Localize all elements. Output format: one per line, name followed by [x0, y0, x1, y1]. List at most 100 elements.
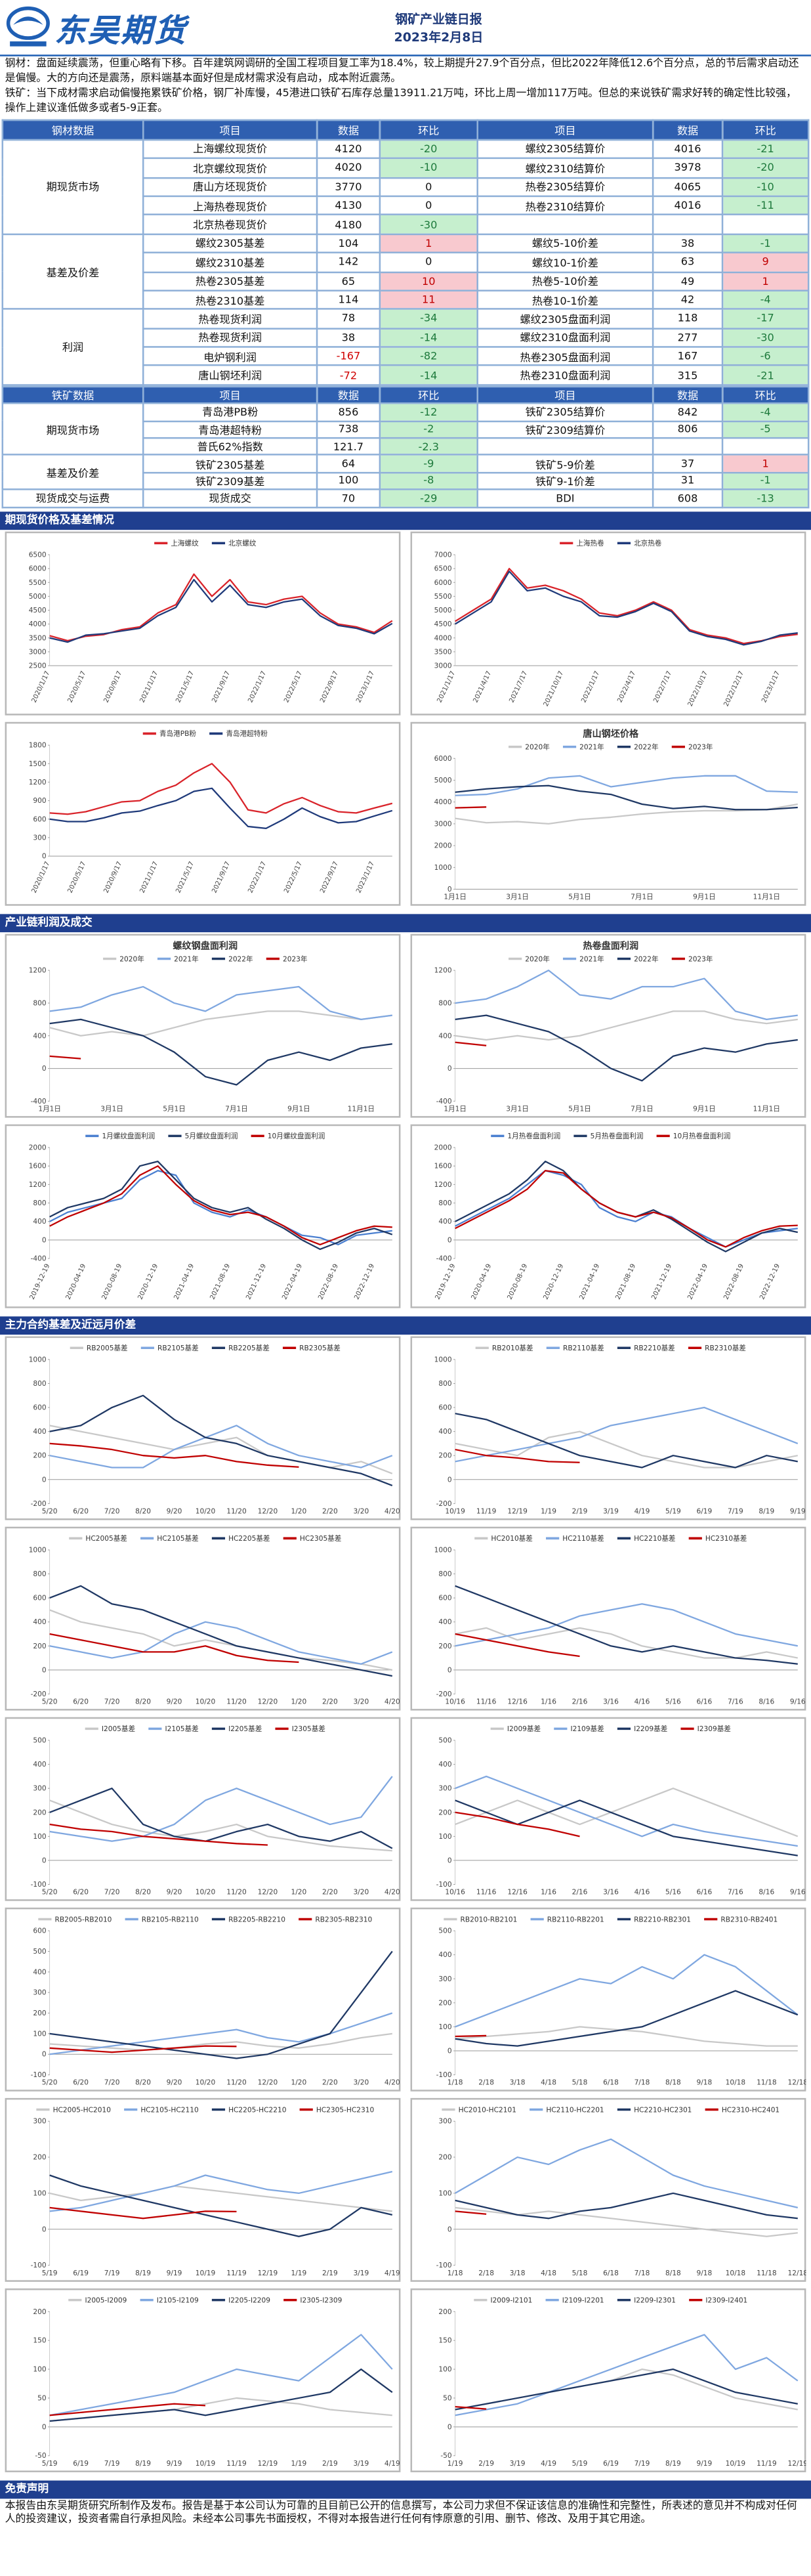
value-cell — [652, 214, 724, 235]
value-cell: 4016 — [652, 195, 724, 216]
y-tick-label: 2500 — [29, 662, 47, 670]
legend-label: 10月螺纹盘面利润 — [268, 1132, 325, 1140]
legend-item: 2023年 — [671, 743, 713, 752]
legend-label: 2020年 — [119, 955, 144, 963]
legend-label: RB2010-RB2101 — [461, 1916, 518, 1923]
x-tick-label: 2020-04-19 — [65, 1263, 88, 1301]
x-tick-label: 12/18 — [788, 2079, 806, 2087]
chart-panel: HC2010基差 HC2110基差 HC2210基差 HC2310基差 -200 0 200… — [410, 1526, 806, 1711]
series-line — [455, 970, 798, 1021]
chart-panel: RB2005-RB2010 RB2105-RB2110 RB2205-RB2210 R… — [5, 1908, 401, 2092]
y-tick-label: 400 — [33, 1618, 46, 1626]
legend-item: I2105-I2109 — [140, 2297, 199, 2305]
chart-panel: 唐山钢坯价格 2020年 2021年 2022年 2023年 0 1000 2000 3000 4… — [410, 721, 806, 906]
item-cell: 北京螺纹现货价 — [142, 157, 318, 179]
y-tick-label: 100 — [438, 2023, 451, 2031]
x-tick-label: 8/20 — [135, 2079, 151, 2087]
legend-label: I2005基差 — [102, 1725, 135, 1733]
legend-item: 北京热卷 — [617, 539, 662, 547]
item-cell: 铁矿2309结算价 — [476, 419, 654, 439]
legend-label: 上海螺纹 — [171, 539, 199, 547]
series-line — [49, 2334, 393, 2416]
item-cell: 铁矿9-1价差 — [476, 471, 654, 491]
change-cell: 1 — [721, 270, 810, 291]
y-tick-label: 300 — [33, 1785, 46, 1793]
series-line — [49, 1776, 393, 1842]
y-tick-label: 1000 — [434, 864, 452, 872]
group-label: 期现货市场 — [1, 402, 144, 456]
change-cell — [721, 214, 810, 235]
value-cell: 608 — [652, 488, 724, 508]
legend-label: HC2205-HC2210 — [228, 2107, 287, 2114]
x-tick-label: 8/19 — [759, 1508, 774, 1516]
item-cell: 青岛港超特粉 — [142, 419, 318, 439]
y-tick-label: 0 — [447, 886, 452, 893]
legend-label: RB2310-RB2401 — [720, 1916, 778, 1923]
x-tick-label: 4/19 — [541, 2460, 556, 2468]
change-cell: 1 — [721, 454, 810, 473]
y-tick-label: 6500 — [29, 551, 47, 559]
legend-label: HC2305基差 — [300, 1534, 341, 1543]
value-cell — [652, 437, 724, 456]
y-tick-label: 50 — [443, 2395, 452, 2403]
y-tick-label: 200 — [438, 2000, 451, 2007]
y-tick-label: 1200 — [29, 779, 47, 786]
legend-label: HC2005基差 — [85, 1534, 127, 1543]
series-line — [49, 1170, 392, 1246]
series-line — [455, 1811, 580, 1837]
x-tick-label: 3/19 — [603, 1508, 619, 1516]
x-tick-label: 8/18 — [665, 2079, 681, 2087]
y-tick-label: 300 — [33, 1989, 46, 1997]
x-tick-label: 6/19 — [73, 2269, 89, 2277]
table-row: 热卷2310基差 114 11 热卷10-1价差 42 -4 — [3, 290, 810, 311]
x-tick-label: 4/20 — [385, 2079, 400, 2087]
value-cell: -167 — [316, 346, 381, 367]
x-tick-label: 5/19 — [665, 1508, 681, 1516]
x-tick-label: 2022/9/17 — [319, 861, 340, 894]
y-tick-label: 200 — [33, 2154, 46, 2162]
change-cell — [721, 437, 810, 456]
legend-label: 1月螺纹盘面利润 — [102, 1132, 155, 1140]
legend-label: 2022年 — [228, 955, 253, 963]
series-line — [49, 1425, 393, 1469]
legend-label: 2022年 — [634, 743, 659, 752]
table-row: 基差及价差 铁矿2305基差 64 -9 铁矿5-9价差 37 1 — [1, 454, 810, 491]
report-date: 2023年2月8日 — [394, 30, 484, 45]
y-tick-label: 300 — [33, 2118, 46, 2126]
x-tick-label: 10/16 — [445, 1698, 465, 1706]
x-tick-label: 3月1日 — [506, 893, 529, 901]
legend-label: 1月热卷盘面利润 — [507, 1132, 560, 1140]
x-tick-label: 5/20 — [42, 2079, 58, 2087]
legend-item: 2021年 — [157, 955, 199, 963]
legend-item: 青岛港PB粉 — [142, 729, 196, 738]
header-cell: 数据 — [652, 119, 724, 140]
legend-label: 北京螺纹 — [228, 539, 257, 547]
series-line — [49, 1425, 393, 1474]
change-cell: -10 — [379, 157, 478, 179]
item-cell: 热卷2310结算价 — [476, 195, 654, 216]
x-tick-label: 1/16 — [541, 1889, 556, 1897]
x-tick-label: 9/19 — [167, 2269, 182, 2277]
x-tick-label: 2020/5/17 — [67, 670, 88, 704]
section-title: 产业链利润及成交 — [0, 913, 811, 932]
x-tick-label: 3月1日 — [100, 1106, 123, 1113]
table-row: 北京热卷现货价 4180 -30 — [3, 214, 810, 235]
x-tick-label: 12/20 — [258, 1508, 278, 1516]
y-tick-label: 500 — [438, 1737, 451, 1745]
x-tick-label: 7/19 — [104, 2269, 120, 2277]
y-tick-label: 5500 — [29, 579, 47, 587]
chart-panel: 上海螺纹 北京螺纹 2500 3000 3500 4000 4500 5000 5500 6000… — [5, 531, 401, 716]
y-tick-label: 300 — [438, 1975, 451, 1983]
series-line — [455, 1170, 798, 1248]
value-cell: 100 — [316, 471, 381, 491]
section-title: 期现货价格及基差情况 — [0, 511, 811, 530]
change-cell: -13 — [721, 488, 810, 508]
legend-label: I2309基差 — [697, 1725, 731, 1733]
chart-panel: RB2010基差 RB2110基差 RB2210基差 RB2310基差 -200 0 200… — [410, 1336, 806, 1520]
y-tick-label: 200 — [33, 2009, 46, 2017]
chart: 热卷盘面利润 2020年 2021年 2022年 2023年 -400 0 400 800 120… — [434, 941, 798, 1113]
x-tick-label: 9月1日 — [693, 893, 716, 901]
change-cell: -21 — [721, 365, 810, 386]
change-cell: -1 — [721, 471, 810, 491]
legend-label: RB2105基差 — [157, 1344, 199, 1352]
